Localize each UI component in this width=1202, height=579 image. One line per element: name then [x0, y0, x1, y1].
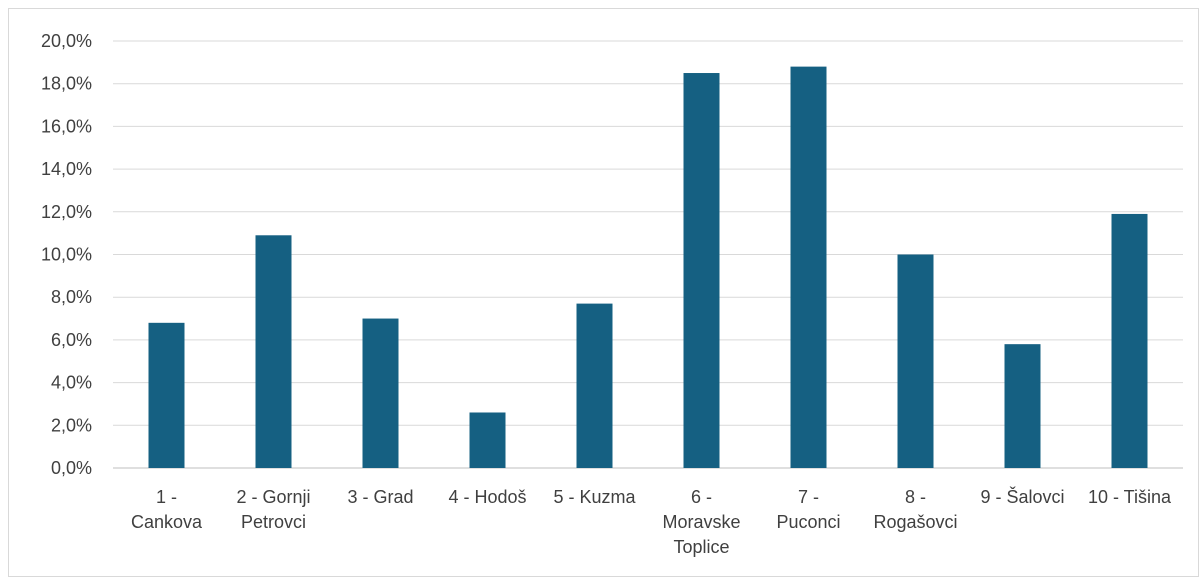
bar	[148, 322, 185, 468]
y-tick-label: 0,0%	[51, 458, 92, 478]
y-tick-label: 18,0%	[41, 74, 92, 94]
x-category-label: 7 -Puconci	[776, 487, 840, 532]
y-tick-labels: 0,0% 2,0% 4,0% 6,0% 8,0% 10,0% 12,0% 14,0% 16,0%…	[41, 31, 92, 478]
x-category-label: 5 - Kuzma	[553, 487, 636, 507]
y-tick-label: 2,0%	[51, 415, 92, 435]
bar	[576, 303, 613, 468]
bar	[255, 235, 292, 468]
y-tick-label: 10,0%	[41, 245, 92, 265]
bar	[897, 254, 934, 468]
bar	[683, 73, 720, 469]
y-tick-label: 8,0%	[51, 287, 92, 307]
x-category-label: 3 - Grad	[347, 487, 413, 507]
y-tick-label: 16,0%	[41, 116, 92, 136]
x-category-label: 9 - Šalovci	[980, 486, 1064, 507]
chart-frame	[8, 8, 1199, 577]
bar	[1111, 213, 1148, 468]
y-tick-label: 6,0%	[51, 330, 92, 350]
bar	[362, 318, 399, 468]
y-tick-label: 14,0%	[41, 159, 92, 179]
y-tick-label: 12,0%	[41, 202, 92, 222]
bar	[1004, 344, 1041, 468]
y-tick-label: 20,0%	[41, 31, 92, 51]
x-category-label: 1 -Cankova	[131, 487, 203, 532]
bar	[469, 412, 506, 468]
x-category-label: 6 -Moravske Toplice	[662, 487, 740, 557]
bar	[790, 66, 827, 469]
x-category-labels: 1 -Cankova 2 - Gornji Petrovci 3 - Grad 4 - …	[131, 486, 1172, 557]
x-category-label: 8 -Rogašovci	[873, 487, 957, 532]
bars	[148, 66, 1148, 469]
y-tick-label: 4,0%	[51, 373, 92, 393]
x-category-label: 4 - Hodoš	[448, 487, 526, 507]
x-category-label: 10 - Tišina	[1088, 487, 1172, 507]
x-category-label: 2 - Gornji Petrovci	[236, 487, 310, 532]
